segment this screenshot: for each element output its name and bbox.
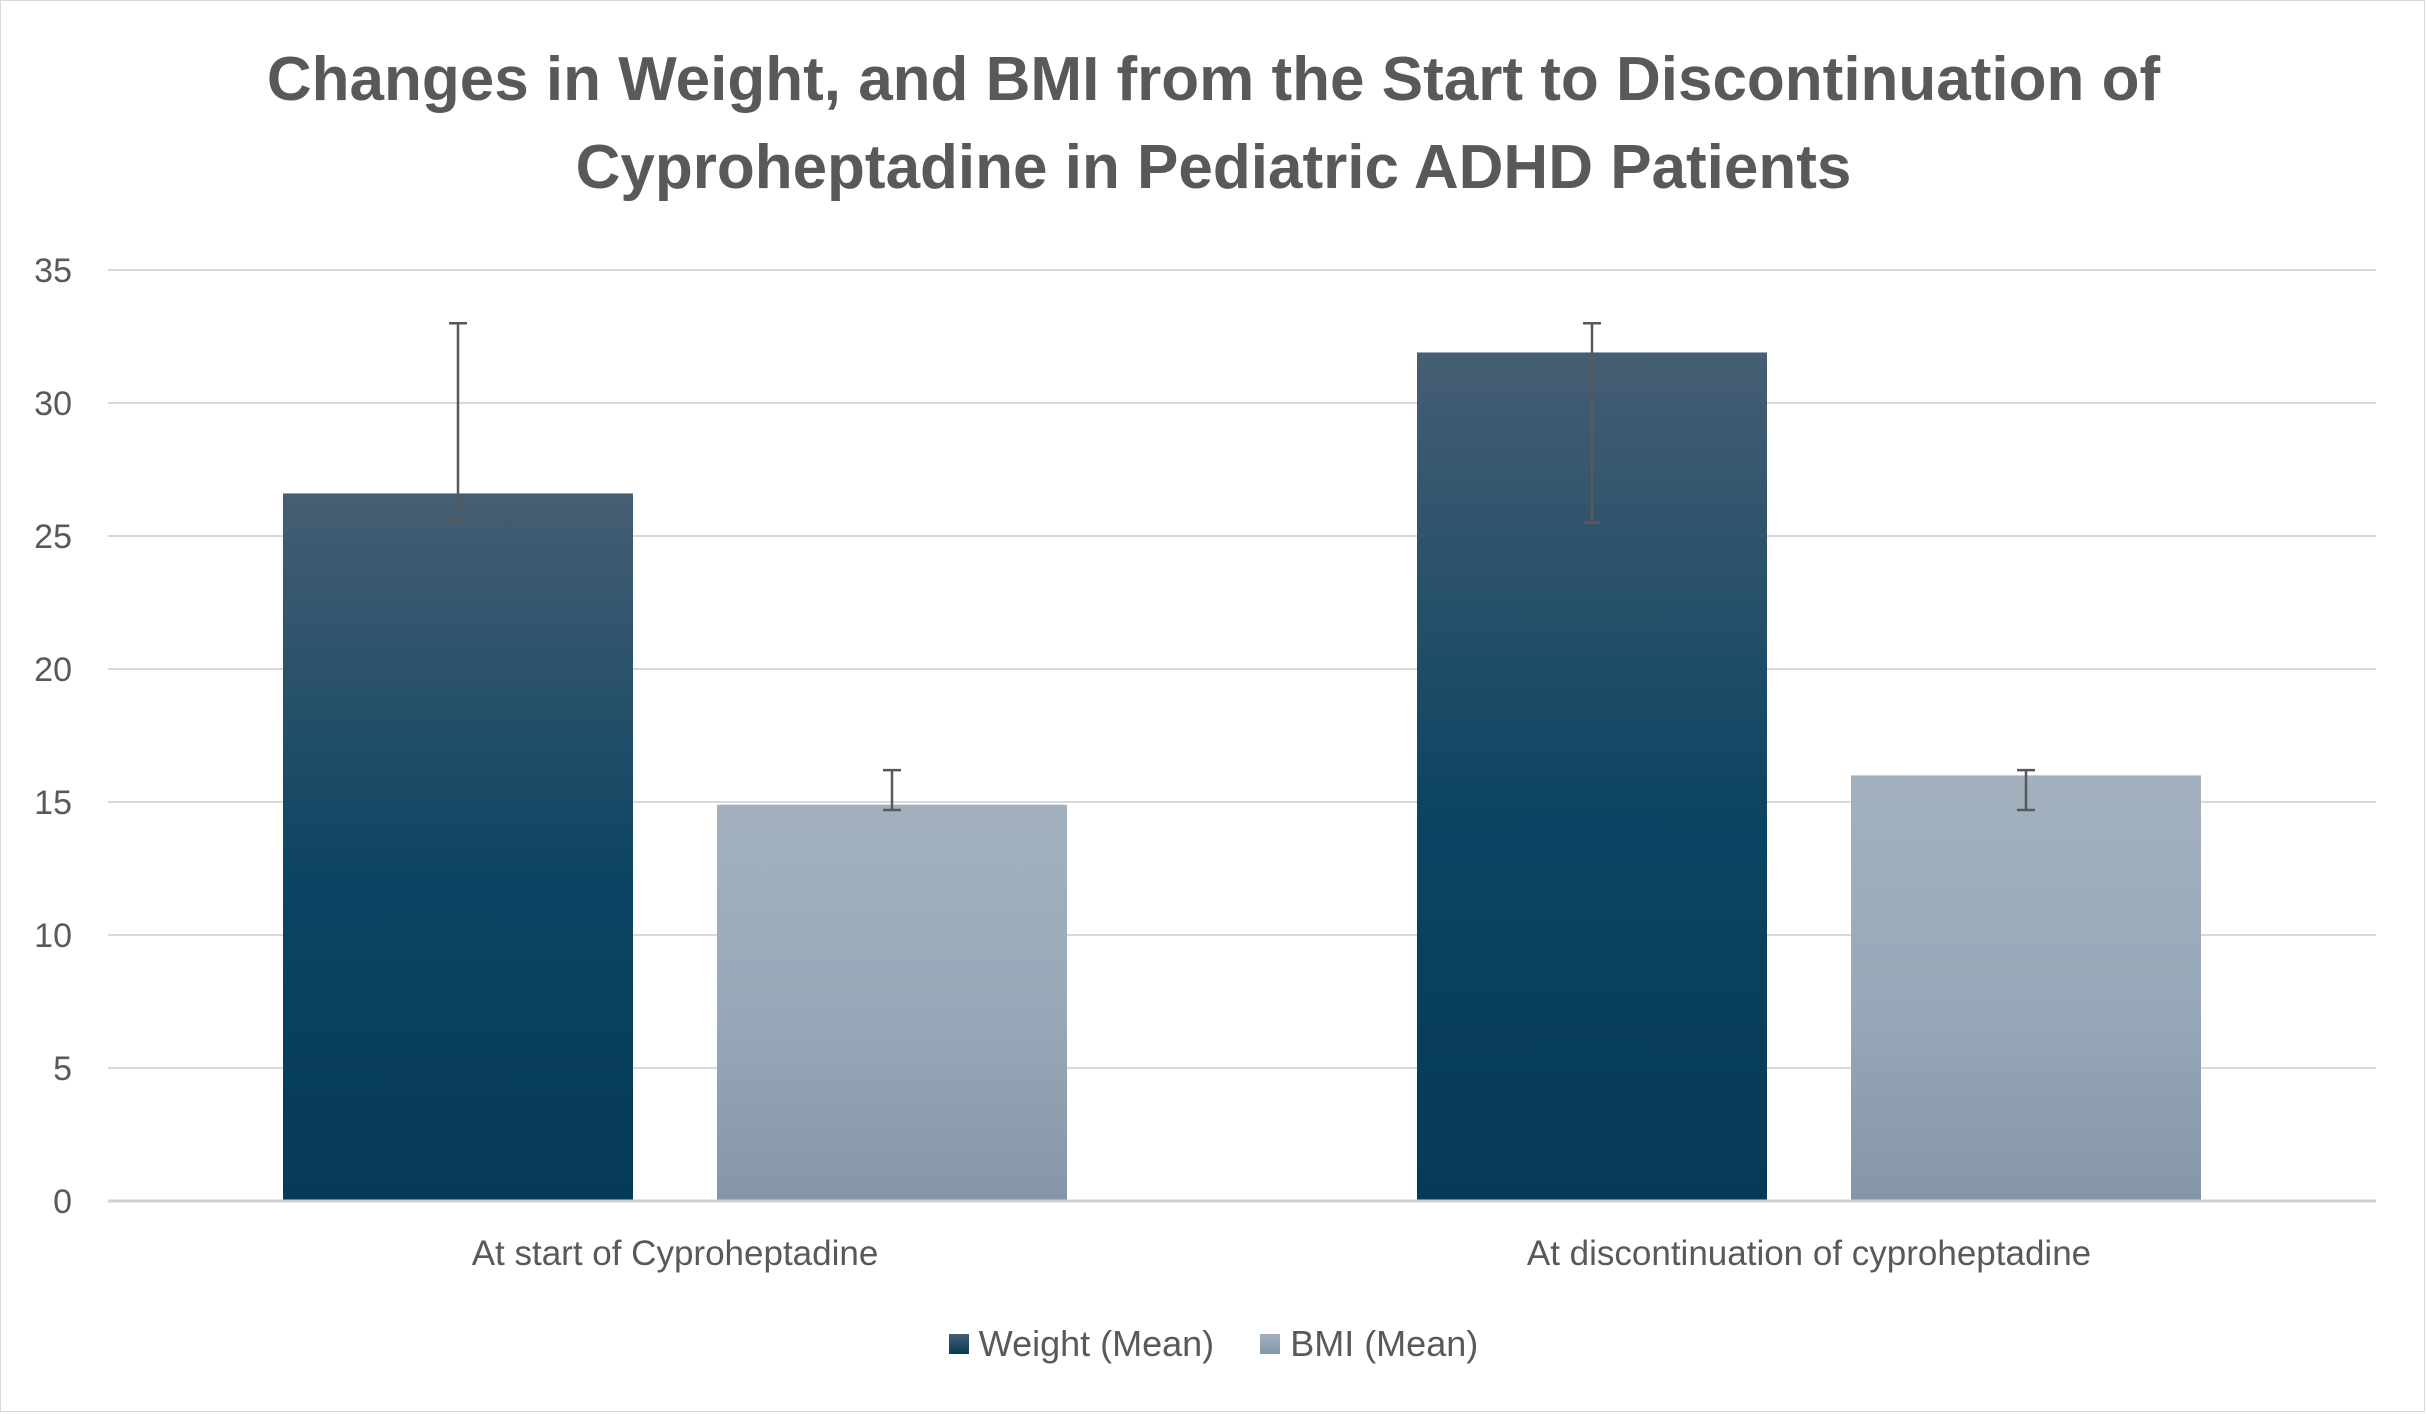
- x-category-label: At start of Cyproheptadine: [472, 1234, 879, 1273]
- chart-title-line-2: Cyproheptadine in Pediatric ADHD Patient…: [575, 133, 1852, 202]
- legend: Weight (Mean) BMI (Mean): [0, 1316, 2427, 1372]
- bar-bmi-0[interactable]: [717, 804, 1067, 1201]
- bars: [283, 352, 2201, 1202]
- y-tick-label: 20: [34, 651, 72, 689]
- y-tick-label: 0: [53, 1183, 72, 1221]
- error-bar-bmi-1: [2017, 768, 2035, 812]
- y-tick-label: 35: [34, 252, 72, 290]
- y-tick-label: 15: [34, 784, 72, 822]
- x-category-label: At discontinuation of cyproheptadine: [1527, 1234, 2091, 1273]
- legend-swatch-bmi: [1260, 1334, 1281, 1354]
- y-tick-label: 10: [34, 917, 72, 955]
- error-bars: [449, 321, 2035, 812]
- legend-swatch-weight: [948, 1334, 969, 1354]
- chart-title-line-1: Changes in Weight, and BMI from the Star…: [266, 45, 2161, 114]
- legend-item-bmi[interactable]: BMI (Mean): [1260, 1323, 1478, 1365]
- legend-item-weight[interactable]: Weight (Mean): [948, 1323, 1215, 1365]
- y-tick-label: 30: [34, 385, 72, 423]
- legend-label-bmi: BMI (Mean): [1290, 1323, 1479, 1364]
- error-bar-bmi-0: [883, 768, 901, 812]
- legend-label-weight: Weight (Mean): [978, 1323, 1215, 1364]
- y-tick-label: 5: [53, 1050, 72, 1088]
- y-tick-label: 25: [34, 518, 72, 556]
- bar-weight-0[interactable]: [283, 493, 633, 1201]
- error-bar-weight-0: [449, 321, 467, 522]
- y-axis-tick-labels: 0 5 10 15 20 25 30 35: [34, 252, 72, 1221]
- error-bar-weight-1: [1583, 321, 1601, 524]
- chart-title: Changes in Weight, and BMI from the Star…: [0, 36, 2427, 212]
- bar-bmi-1[interactable]: [1851, 775, 2201, 1201]
- x-axis-category-labels: At start of Cyproheptadine At discontinua…: [472, 1234, 2091, 1273]
